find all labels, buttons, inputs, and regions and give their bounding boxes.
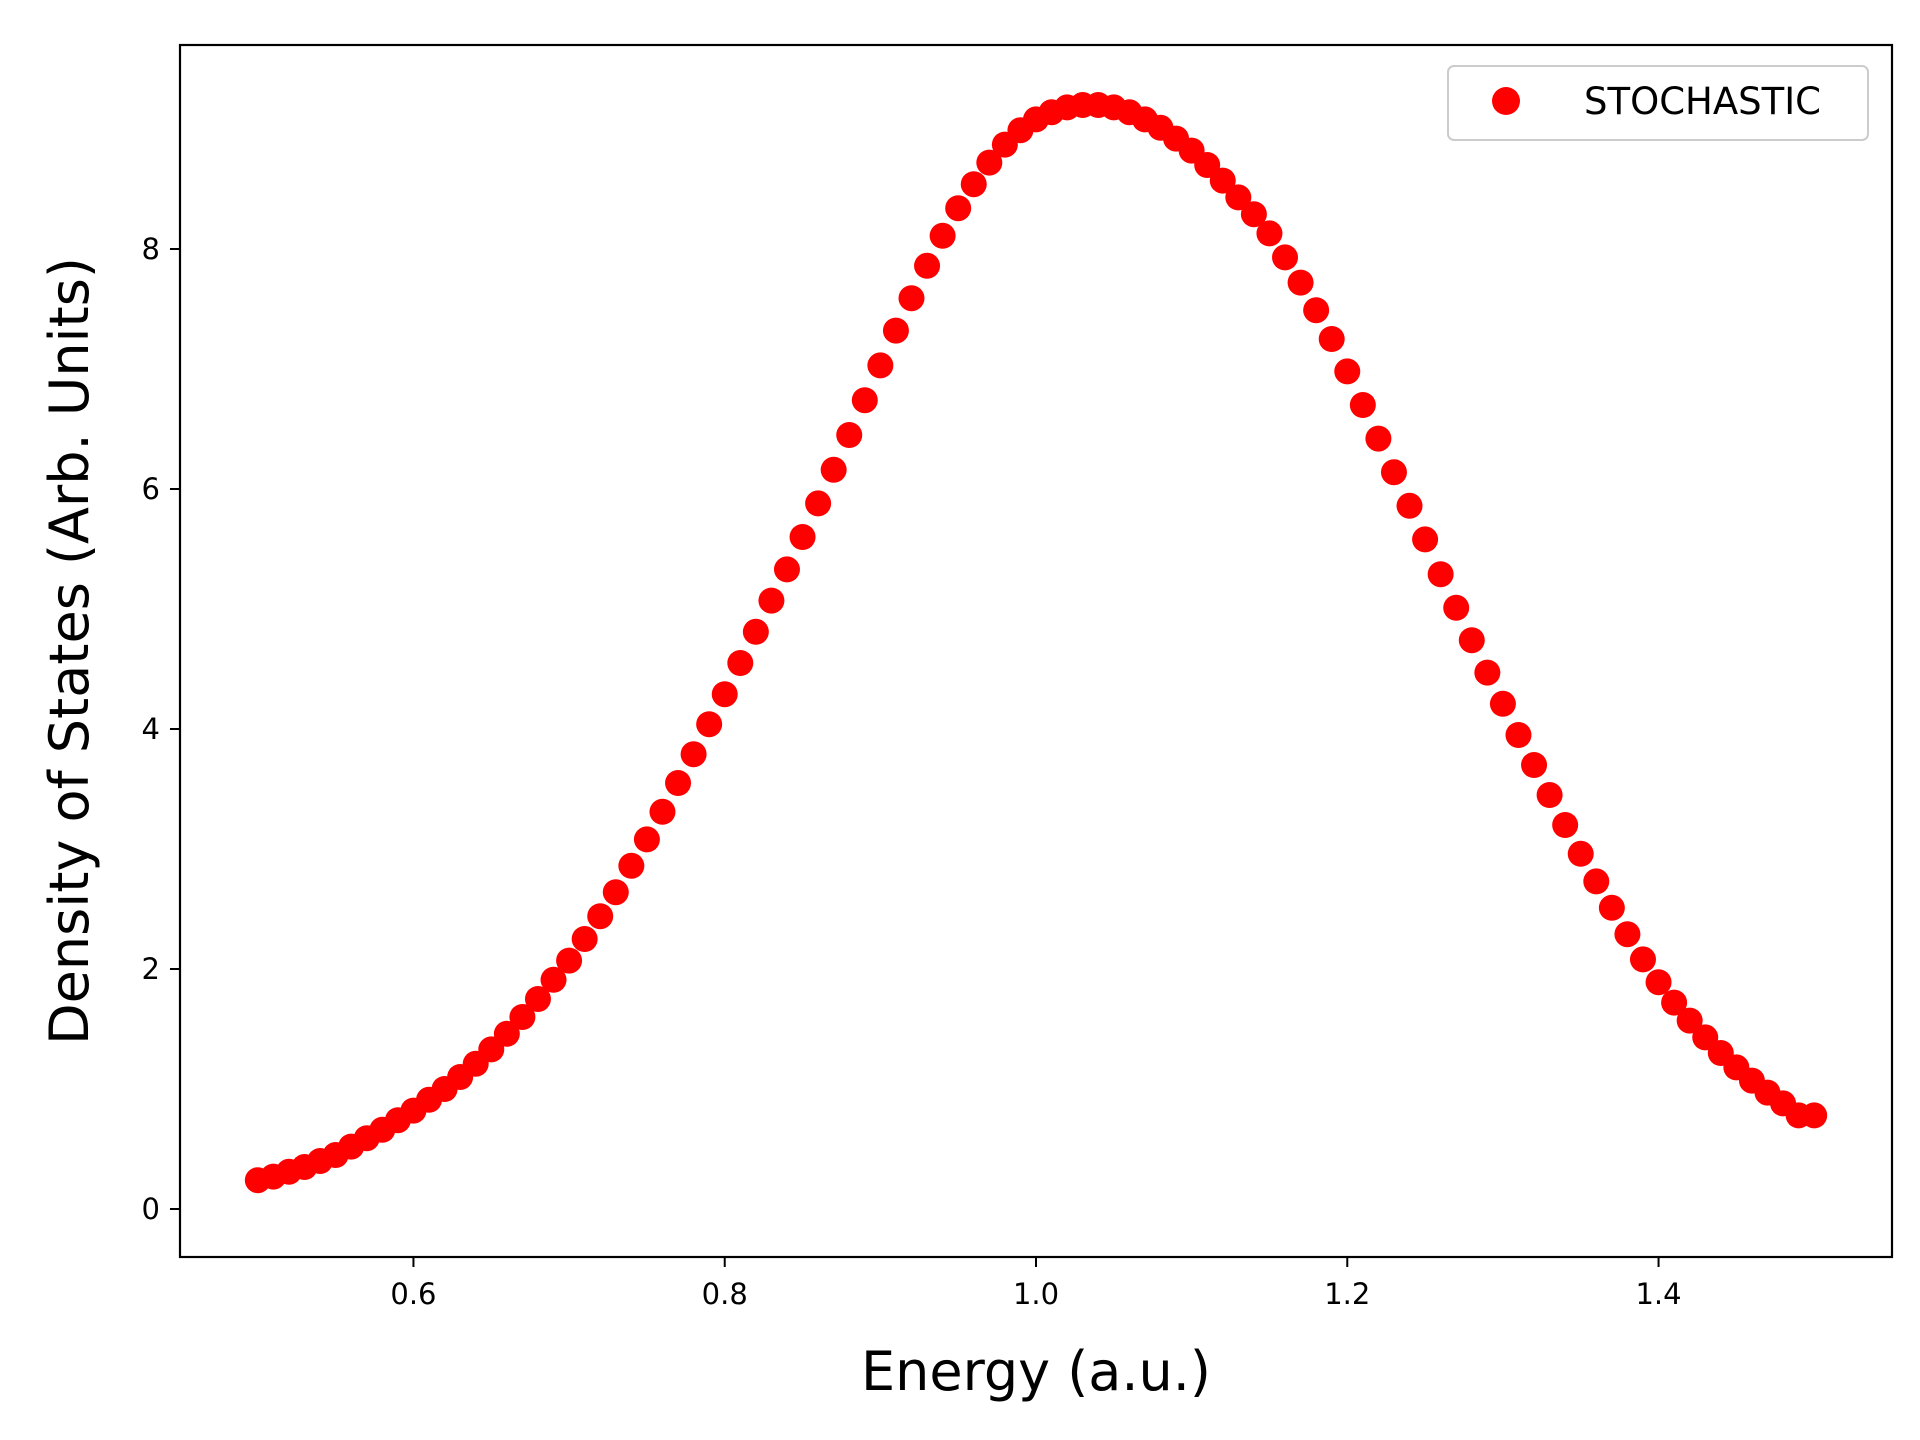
data-point: [649, 798, 676, 825]
y-tick-label: 6: [142, 472, 160, 506]
data-point: [1334, 358, 1361, 385]
legend: STOCHASTIC: [1447, 65, 1869, 141]
data-point: [493, 1020, 520, 1047]
data-point: [1801, 1102, 1828, 1129]
data-point: [680, 741, 707, 768]
data-point: [727, 650, 754, 676]
data-point: [1443, 594, 1470, 621]
data-point: [1412, 526, 1439, 553]
data-points: [244, 92, 1828, 1194]
data-point: [1209, 167, 1236, 194]
data-point: [618, 852, 645, 879]
data-point: [1598, 894, 1625, 921]
data-point: [1661, 989, 1688, 1016]
legend-label: STOCHASTIC: [1584, 80, 1821, 123]
data-point: [1629, 946, 1656, 973]
data-point: [836, 422, 863, 448]
data-point: [540, 966, 567, 993]
data-point: [524, 986, 551, 1012]
data-point: [960, 171, 987, 198]
data-point: [1583, 868, 1610, 895]
legend-marker-icon: [1492, 87, 1520, 115]
data-point: [1287, 269, 1314, 296]
data-point: [820, 456, 847, 483]
data-point: [1225, 184, 1252, 211]
data-point: [805, 490, 832, 517]
data-point: [882, 317, 909, 344]
data-point: [556, 947, 583, 974]
data-point: [571, 926, 598, 952]
data-point: [1349, 392, 1376, 418]
x-tick-label: 1.0: [1013, 1277, 1059, 1311]
data-point: [1318, 326, 1345, 352]
data-point: [1458, 627, 1485, 654]
data-point: [976, 149, 1003, 176]
data-point: [1489, 690, 1516, 717]
y-tick-label: 0: [142, 1192, 160, 1226]
data-point: [1645, 969, 1672, 996]
y-tick-label: 2: [142, 952, 160, 986]
data-point: [1521, 752, 1548, 778]
x-axis-title: Energy (a.u.): [861, 1340, 1211, 1403]
x-tick-label: 1.2: [1324, 1277, 1370, 1311]
data-point: [867, 352, 894, 379]
y-axis-title: Density of States (Arb. Units): [38, 257, 101, 1045]
legend-box: [1447, 65, 1869, 141]
x-tick-label: 0.6: [390, 1277, 436, 1311]
data-point: [1380, 459, 1407, 486]
data-point: [1676, 1007, 1703, 1034]
data-point: [1567, 840, 1594, 867]
x-tick-label: 1.4: [1635, 1277, 1681, 1311]
data-point: [945, 195, 972, 222]
data-point: [1240, 201, 1267, 228]
data-point: [1474, 659, 1501, 686]
data-point: [1272, 244, 1299, 271]
axis-ticks: 0.6 0.8 1.0 1.2 1.4 0 2 4 6 8: [142, 232, 1682, 1311]
data-point: [602, 879, 629, 906]
data-point: [1505, 722, 1532, 748]
data-point: [1256, 220, 1283, 247]
data-point: [711, 681, 738, 708]
data-point: [789, 524, 816, 550]
x-tick-label: 0.8: [702, 1277, 748, 1311]
data-point: [773, 556, 800, 583]
data-point: [1536, 782, 1563, 808]
data-point: [696, 711, 723, 738]
data-point: [1614, 921, 1641, 948]
data-point: [914, 252, 941, 279]
data-point: [1396, 492, 1423, 519]
data-point: [742, 618, 769, 645]
y-tick-label: 8: [142, 232, 160, 266]
data-point: [1365, 425, 1392, 452]
data-point: [509, 1004, 536, 1030]
data-point: [929, 222, 956, 249]
data-point: [633, 826, 660, 853]
data-point: [851, 387, 878, 414]
data-point: [665, 770, 692, 796]
data-point: [1427, 561, 1454, 588]
data-point: [1552, 812, 1579, 838]
data-point: [898, 285, 925, 312]
y-tick-label: 4: [142, 712, 160, 746]
data-point: [587, 903, 614, 930]
data-point: [1303, 297, 1330, 324]
data-point: [758, 587, 785, 614]
